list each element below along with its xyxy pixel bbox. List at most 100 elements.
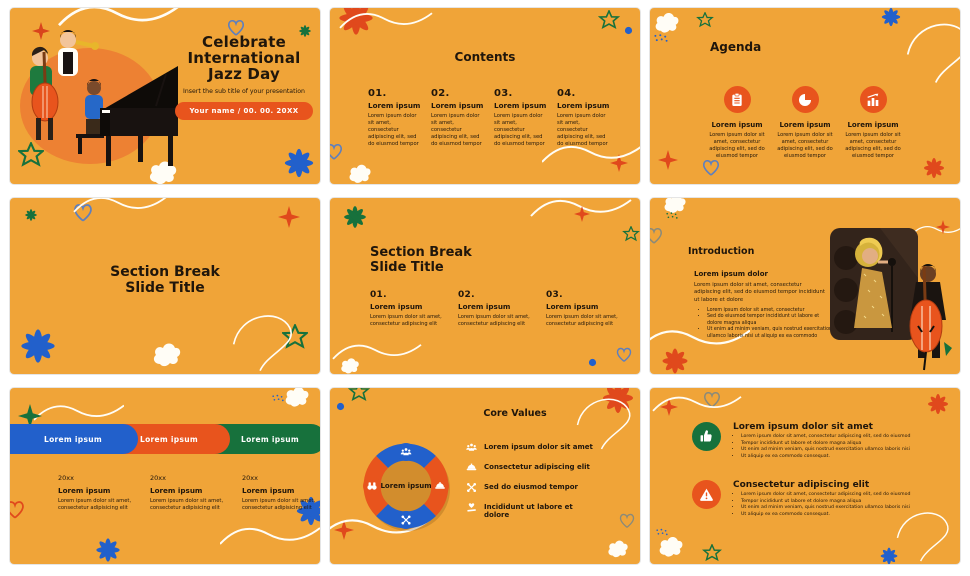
doodle-sparkle-icon bbox=[278, 206, 300, 228]
doodle-heart-icon bbox=[650, 228, 663, 244]
doodle-cloud-icon bbox=[149, 161, 177, 184]
slide-contents[interactable]: Contents 01. Lorem ipsum Lorem ipsum dol… bbox=[330, 8, 640, 184]
timeline-pill-1: Lorem ipsum bbox=[10, 424, 138, 454]
bullet: Tempor incididunt ut labore et dolore ma… bbox=[741, 441, 933, 448]
presentation-title: Celebrate International Jazz Day bbox=[187, 33, 301, 84]
bullet: Ut enim ad minim veniam, quis nostrud ex… bbox=[741, 447, 933, 454]
doodle-star-icon bbox=[623, 226, 639, 241]
bullet: Sed do eiusmod tempor incididunt ut labo… bbox=[707, 314, 835, 327]
core-values-list: Lorem ipsum dolor sit amet Consectetur a… bbox=[466, 442, 594, 529]
doodle-star-icon bbox=[599, 10, 619, 29]
doodle-star-icon bbox=[18, 142, 44, 166]
doodle-squiggle-icon bbox=[220, 527, 320, 545]
doodle-squiggle-icon bbox=[912, 225, 960, 236]
doodle-sparkle-icon bbox=[658, 150, 678, 170]
slide-title-text: Introduction bbox=[688, 246, 755, 257]
donut-center-label: Lorem ipsum bbox=[380, 481, 432, 490]
agenda-badge bbox=[859, 86, 887, 113]
timeline-columns: 20xx Lorem ipsum Lorem ipsum dolor sit a… bbox=[58, 474, 316, 512]
doodle-splat-icon bbox=[880, 547, 898, 564]
contents-item: 04. Lorem ipsum Lorem ipsum dolor sit am… bbox=[557, 88, 610, 148]
slide-title[interactable]: Celebrate International Jazz Day Insert … bbox=[10, 8, 320, 184]
section-item: 02. Lorem ipsum Lorem ipsum dolor sit am… bbox=[458, 290, 530, 327]
doodle-splat-icon bbox=[662, 348, 688, 374]
agenda-item: Lorem ipsum Lorem ipsum dolor sit amet, … bbox=[708, 86, 766, 160]
slide-grid: Celebrate International Jazz Day Insert … bbox=[10, 8, 960, 564]
bullet: Lorem ipsum dolor sit amet, consectetur … bbox=[741, 492, 933, 499]
doodle-sparkle-icon bbox=[610, 154, 628, 172]
doodle-heart-icon bbox=[74, 204, 92, 222]
contents-item: 03. Lorem ipsum Lorem ipsum dolor sit am… bbox=[494, 88, 547, 148]
doodle-dot-icon bbox=[624, 26, 633, 35]
doodle-splat-icon bbox=[21, 329, 55, 363]
doodle-dots-icon bbox=[666, 212, 678, 219]
title-block: Celebrate International Jazz Day Insert … bbox=[172, 34, 316, 120]
doodle-heart-icon bbox=[702, 159, 720, 176]
intro-bullet-list: Lorem ipsum dolor sit amet, consectetur … bbox=[700, 308, 835, 340]
doodle-splat-icon bbox=[339, 8, 373, 35]
clipboard-icon bbox=[731, 92, 743, 107]
agenda-badge bbox=[723, 86, 751, 113]
bullet: Lorem ipsum dolor sit amet, consectetur bbox=[707, 308, 835, 314]
bullet: Ut enim ad minim veniam, quis nostrud ex… bbox=[741, 505, 933, 512]
timeline-item: 20xx Lorem ipsum Lorem ipsum dolor sit a… bbox=[150, 474, 224, 512]
slide-title-text: Core Values bbox=[483, 408, 547, 419]
doodle-splat-icon bbox=[924, 158, 944, 178]
review-body: Consectetur adipiscing elit Lorem ipsum … bbox=[733, 480, 933, 518]
slide-section-break-numbered[interactable]: Section Break Slide Title 01. Lorem ipsu… bbox=[330, 198, 640, 374]
doodle-heart-icon bbox=[10, 501, 24, 519]
doodle-dot-icon bbox=[588, 358, 597, 367]
review-bullet-list: Lorem ipsum dolor sit amet, consectetur … bbox=[733, 492, 933, 518]
intro-subheading: Lorem ipsum dolor bbox=[694, 270, 768, 278]
slide-timeline[interactable]: Lorem ipsum Lorem ipsum Lorem ipsum 20xx… bbox=[10, 388, 320, 564]
bullet: Ut enim ad minim veniam, quis nostrud ex… bbox=[707, 327, 835, 340]
doodle-sparkle-icon bbox=[936, 220, 950, 234]
slide-review[interactable]: Lorem ipsum dolor sit amet Lorem ipsum d… bbox=[650, 388, 960, 564]
intro-paragraph: Lorem ipsum dolor sit amet, consectetur … bbox=[694, 282, 825, 303]
bullet: Tempor incididunt ut labore et dolore ma… bbox=[741, 499, 933, 506]
pie-chart-icon bbox=[799, 93, 812, 106]
thumbs-up-icon bbox=[700, 430, 712, 442]
slide-introduction[interactable]: Introduction Lorem ipsum dolor Lorem ips… bbox=[650, 198, 960, 374]
core-value-item: Incididunt ut labore et dolore bbox=[466, 502, 594, 520]
agenda-columns: Lorem ipsum Lorem ipsum dolor sit amet, … bbox=[708, 86, 902, 160]
review-block-positive: Lorem ipsum dolor sit amet Lorem ipsum d… bbox=[692, 422, 933, 460]
doodle-dots-icon bbox=[656, 528, 668, 536]
gears-icon bbox=[466, 482, 477, 493]
doodle-cloud-icon bbox=[608, 540, 628, 558]
doodle-sparkle-icon bbox=[334, 520, 354, 540]
agenda-badge bbox=[791, 86, 819, 113]
doodle-cloud-icon bbox=[341, 358, 359, 374]
doodle-sparkle-icon bbox=[574, 206, 590, 222]
core-value-item: Sed do eiusmod tempor bbox=[466, 482, 594, 493]
presentation-subtitle: Insert the sub title of your presentatio… bbox=[183, 87, 305, 95]
bullet: Lorem ipsum dolor sit amet, consectetur … bbox=[741, 434, 933, 441]
timeline-item: 20xx Lorem ipsum Lorem ipsum dolor sit a… bbox=[58, 474, 132, 512]
doodle-cloud-icon bbox=[153, 343, 181, 367]
contents-columns: 01. Lorem ipsum Lorem ipsum dolor sit am… bbox=[368, 88, 612, 148]
doodle-squiggle-icon bbox=[232, 315, 293, 372]
doodle-splat-icon bbox=[928, 394, 948, 414]
slide-agenda[interactable]: Agenda Lorem ipsum Lorem ipsum dolor sit… bbox=[650, 8, 960, 184]
singer-photo bbox=[830, 228, 918, 340]
review-badge bbox=[692, 480, 721, 509]
doodle-splat-icon bbox=[881, 8, 901, 27]
slide-section-break[interactable]: Section Break Slide Title bbox=[10, 198, 320, 374]
doodle-cloud-icon bbox=[349, 164, 371, 183]
review-badge bbox=[692, 422, 721, 451]
section-item: 01. Lorem ipsum Lorem ipsum dolor sit am… bbox=[370, 290, 442, 327]
contents-item: 01. Lorem ipsum Lorem ipsum dolor sit am… bbox=[368, 88, 421, 148]
doodle-sparkle-icon bbox=[660, 398, 678, 416]
bar-chart-icon bbox=[867, 92, 879, 107]
doodle-splat-icon bbox=[96, 538, 120, 562]
doodle-heart-icon bbox=[619, 513, 635, 528]
team-icon bbox=[466, 443, 477, 451]
doodle-heart-icon bbox=[616, 347, 632, 363]
slide-core-values[interactable]: Core Values Lorem ipsum Lorem ipsum dolo… bbox=[330, 388, 640, 564]
doodle-dot-icon bbox=[336, 402, 345, 411]
doodle-squiggle-icon bbox=[530, 199, 632, 217]
doodle-squiggle-icon bbox=[332, 343, 422, 360]
doodle-cloud-icon bbox=[659, 537, 683, 557]
doodle-splat-icon bbox=[25, 209, 37, 221]
jazz-band-illustration bbox=[20, 30, 178, 166]
